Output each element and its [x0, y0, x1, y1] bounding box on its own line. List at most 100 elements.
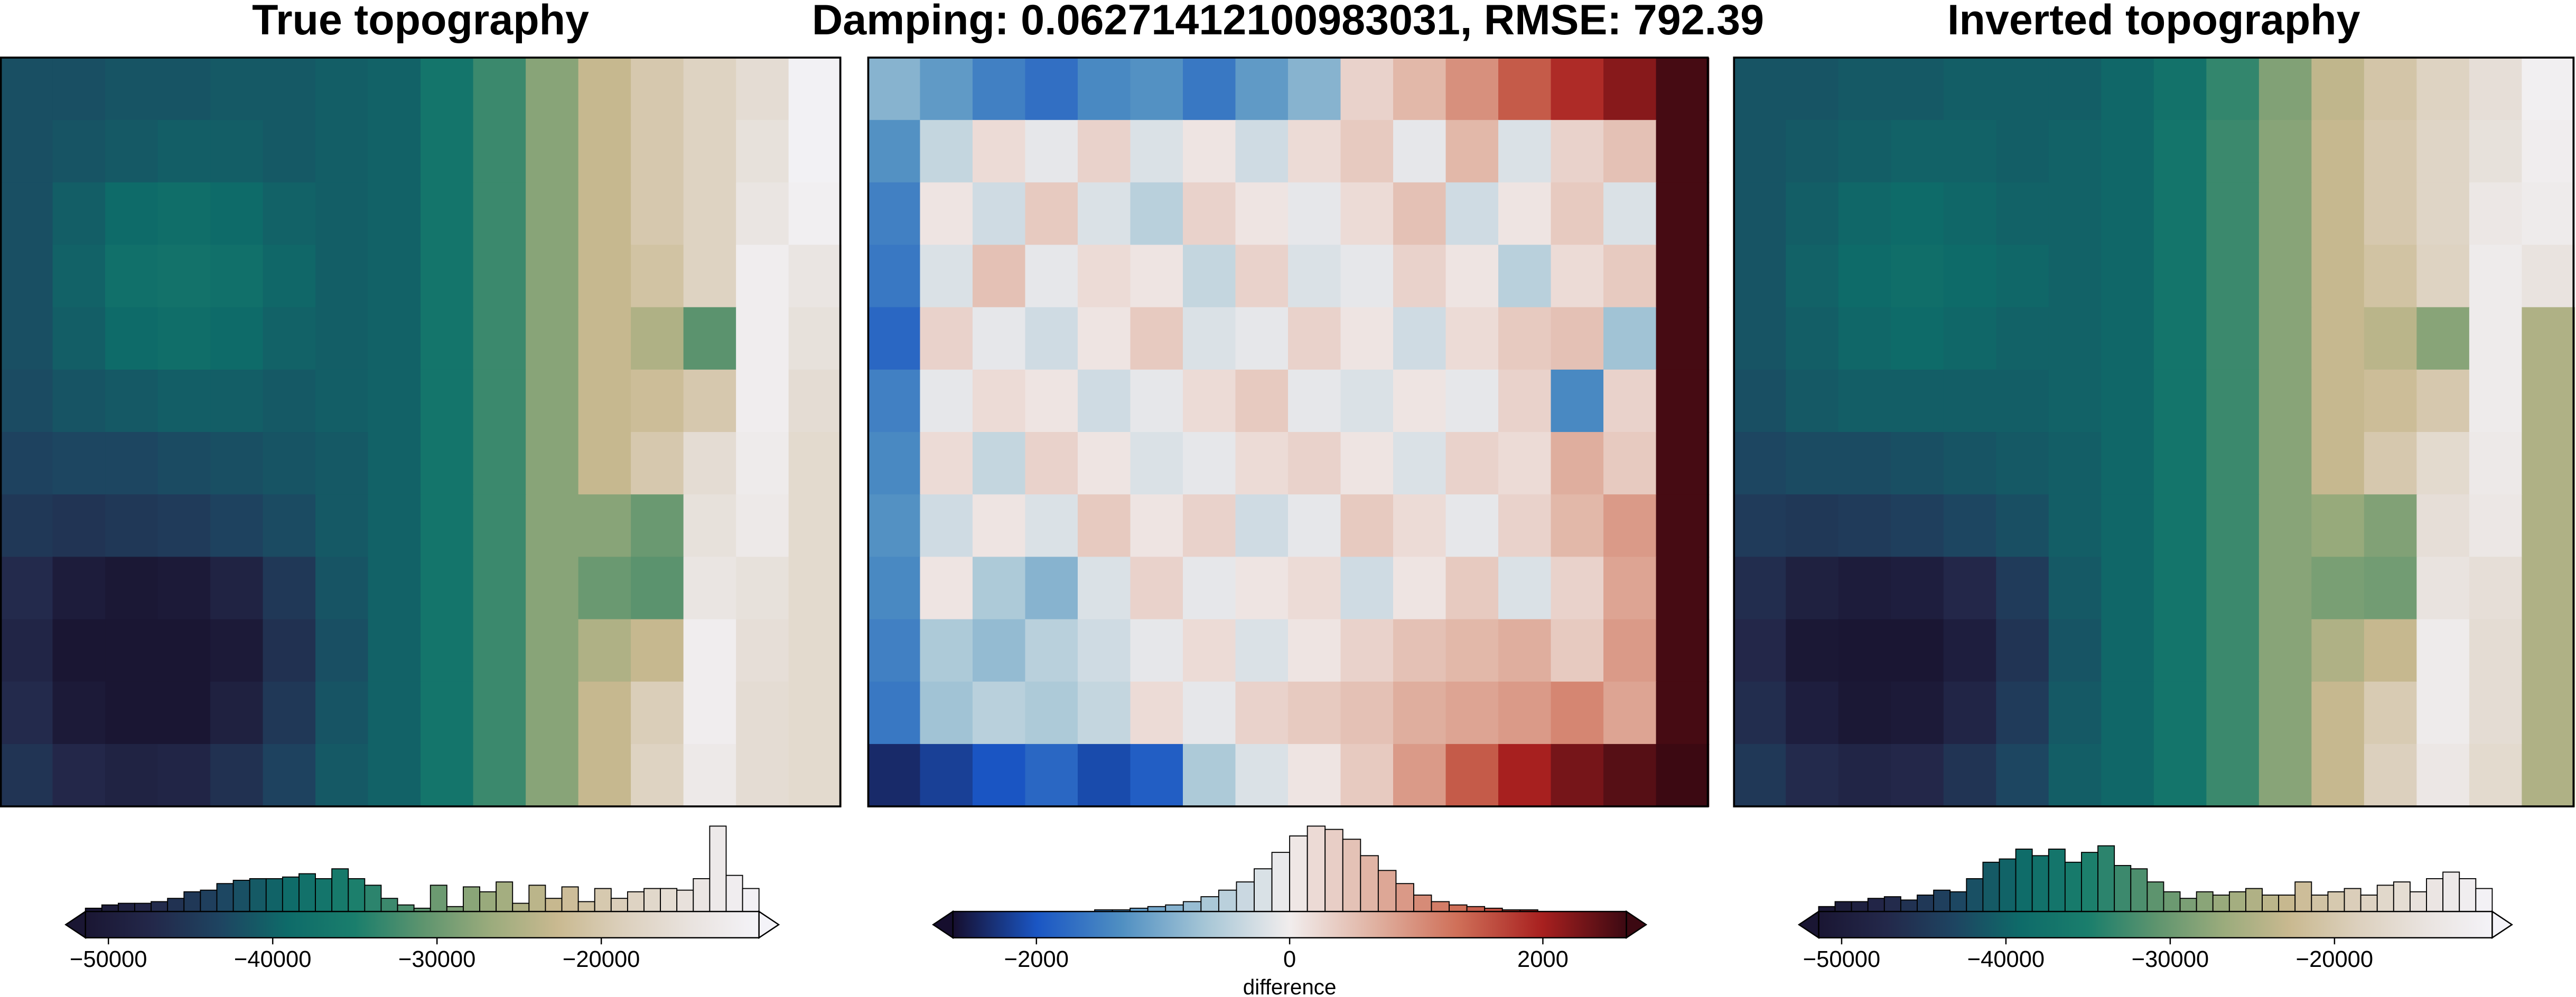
heatmap-cell: [2153, 307, 2207, 371]
heatmap-cell: [2416, 494, 2470, 558]
heatmap-cell: [1603, 557, 1657, 620]
heatmap-cell: [1786, 432, 1839, 495]
heatmap-cell: [1235, 182, 1289, 246]
heatmap-cell: [920, 120, 974, 183]
heatmap-cell: [2364, 244, 2418, 308]
colorbar-extend-high: [1626, 910, 1648, 939]
heatmap-cell: [2153, 744, 2207, 807]
heatmap-cell: [2522, 244, 2575, 308]
heatmap-cell: [1235, 432, 1289, 495]
heatmap-cell: [972, 681, 1026, 745]
heatmap-cell: [0, 307, 53, 371]
heatmap-cell: [867, 369, 921, 433]
colorbar-extend-low: [64, 910, 86, 939]
heatmap-cell: [1288, 307, 1341, 371]
heatmap-cell: [473, 557, 527, 620]
heatmap-cell: [368, 120, 422, 183]
histogram-bar: [282, 876, 300, 913]
heatmap-cell: [1996, 557, 2050, 620]
heatmap-cell: [473, 307, 527, 371]
heatmap-cell: [920, 619, 974, 682]
heatmap-cell: [2048, 307, 2102, 371]
heatmap-cell: [315, 307, 369, 371]
heatmap-cell: [683, 369, 737, 433]
heatmap-cell: [2206, 744, 2260, 807]
histogram-bar: [1377, 870, 1397, 913]
heatmap-cell: [1288, 619, 1341, 682]
colorbar-tick-label: 0: [1283, 947, 1296, 972]
heatmap-cell: [263, 681, 316, 745]
heatmap-cell: [1393, 619, 1446, 682]
heatmap-cell: [1656, 619, 1710, 682]
heatmap-cell: [421, 307, 474, 371]
histogram-bar: [463, 886, 480, 913]
heatmap-cell: [157, 619, 211, 682]
heatmap-cell: [2258, 244, 2312, 308]
histogram-bar: [594, 888, 612, 913]
heatmap-cell: [2311, 307, 2365, 371]
heatmap-cell: [105, 244, 158, 308]
heatmap-cell: [157, 182, 211, 246]
heatmap-cell: [526, 369, 579, 433]
heatmap-cell: [736, 182, 789, 246]
heatmap-cell: [578, 307, 632, 371]
heatmap-cell: [210, 244, 264, 308]
heatmap-cell: [2048, 432, 2102, 495]
heatmap-cell: [972, 58, 1026, 121]
heatmap-cell: [1656, 744, 1710, 807]
histogram-bar: [660, 888, 678, 913]
heatmap-cell: [683, 432, 737, 495]
heatmap-cell: [2416, 307, 2470, 371]
heatmap-cell: [2469, 58, 2523, 121]
heatmap-cell: [2416, 244, 2470, 308]
heatmap-cell: [1288, 557, 1341, 620]
heatmap-cell: [1182, 681, 1236, 745]
heatmap-cell: [1235, 494, 1289, 558]
heatmap-cell: [2469, 244, 2523, 308]
histogram-bar: [2081, 852, 2099, 913]
heatmap-cell: [421, 681, 474, 745]
heatmap-cell: [0, 182, 53, 246]
heatmap-cell: [1130, 432, 1184, 495]
heatmap-cell: [52, 432, 106, 495]
heatmap-cell: [1551, 681, 1604, 745]
heatmap-cell: [52, 369, 106, 433]
heatmap-cell: [867, 58, 921, 121]
heatmap-cell: [1288, 681, 1341, 745]
heatmap-cell: [1235, 120, 1289, 183]
heatmap-cell: [1498, 619, 1552, 682]
heatmap-cell: [1340, 744, 1394, 807]
heatmap-cell: [2469, 681, 2523, 745]
heatmap-cell: [1182, 307, 1236, 371]
heatmap-cell: [1603, 307, 1657, 371]
heatmap-cell: [2522, 619, 2575, 682]
histogram-bar: [2278, 895, 2296, 913]
heatmap-cell: [210, 494, 264, 558]
histogram-bar: [2064, 861, 2082, 913]
heatmap-cell: [2469, 494, 2523, 558]
heatmap-cell: [368, 182, 422, 246]
heatmap-cell: [368, 58, 422, 121]
heatmap-cell: [2364, 307, 2418, 371]
heatmap-cell: [0, 681, 53, 745]
heatmap-cell: [1130, 58, 1184, 121]
histogram-bar: [1949, 891, 1967, 913]
heatmap-cell: [1288, 182, 1341, 246]
histogram-bar: [249, 878, 267, 913]
heatmap-cell: [2258, 744, 2312, 807]
heatmap-cell: [2416, 58, 2470, 121]
heatmap-cell: [920, 681, 974, 745]
heatmap-cell: [2153, 494, 2207, 558]
heatmap-cell: [1656, 120, 1710, 183]
heatmap-cell: [1393, 369, 1446, 433]
heatmap-cell: [1130, 619, 1184, 682]
heatmap-cell: [1077, 58, 1131, 121]
heatmap-cell: [421, 244, 474, 308]
heatmap-cell: [736, 120, 789, 183]
heatmap-cell: [1498, 557, 1552, 620]
heatmap-cell: [52, 182, 106, 246]
heatmap-cell: [2258, 307, 2312, 371]
heatmap-cell: [0, 744, 53, 807]
heatmap-cell: [263, 369, 316, 433]
heatmap-cell: [2048, 494, 2102, 558]
